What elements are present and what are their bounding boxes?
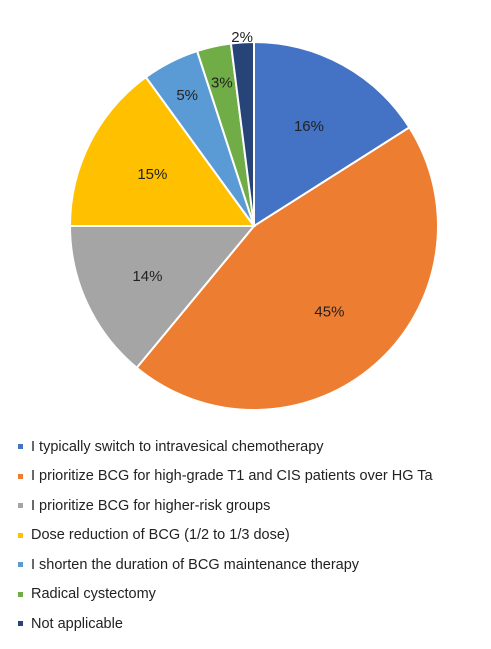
legend-item: I shorten the duration of BCG maintenanc… [18,550,483,580]
slice-label-6: 3% [211,74,233,91]
legend-swatch [18,562,23,568]
legend-label: I shorten the duration of BCG maintenanc… [31,556,360,573]
legend-swatch [18,473,23,479]
slice-label-4: 15% [137,166,167,183]
legend-swatch [18,444,23,450]
legend-label: Radical cystectomy [31,586,156,603]
legend-swatch [18,532,23,538]
legend-label: I prioritize BCG for high-grade T1 and C… [31,468,433,485]
legend-swatch [18,503,23,509]
pie-chart: 16% 45% 14% 15% 5% 3% 2% [68,29,439,411]
slice-label-1: 16% [294,118,324,135]
chart-legend: I typically switch to intravesical chemo… [18,432,483,639]
pie-slice-4 [68,75,256,227]
legend-label: I typically switch to intravesical chemo… [31,438,324,455]
pie-slice-2 [135,126,439,411]
legend-item: Radical cystectomy [18,580,483,610]
pie-slice-3 [68,225,257,370]
slice-label-7: 2% [231,29,253,46]
slice-label-5: 5% [176,87,198,104]
legend-swatch [18,621,23,627]
legend-swatch [18,591,23,597]
slice-label-2: 45% [314,304,344,321]
legend-item: I typically switch to intravesical chemo… [18,432,483,462]
legend-label: Not applicable [31,615,123,632]
slice-label-3: 14% [132,268,162,285]
legend-item: Dose reduction of BCG (1/2 to 1/3 dose) [18,521,483,551]
legend-item: Not applicable [18,609,483,639]
pie-slice-1 [253,40,411,228]
legend-item: I prioritize BCG for higher-risk groups [18,491,483,521]
legend-label: Dose reduction of BCG (1/2 to 1/3 dose) [31,527,290,544]
legend-item: I prioritize BCG for high-grade T1 and C… [18,462,483,492]
pie-slice-7 [229,40,255,227]
legend-label: I prioritize BCG for higher-risk groups [31,497,271,514]
